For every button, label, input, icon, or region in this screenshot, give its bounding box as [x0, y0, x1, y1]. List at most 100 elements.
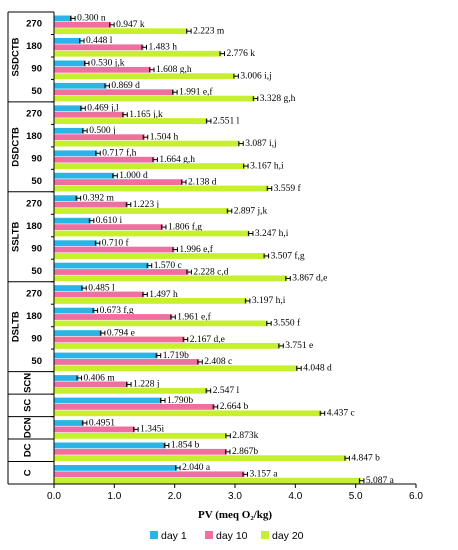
bar-value-label: 0.469 j,l — [87, 104, 119, 114]
error-bar — [358, 478, 365, 484]
bar-value-label: 1.996 e,f — [179, 244, 213, 255]
bar-day-1 — [54, 352, 158, 359]
bar-value-label: 1.570 c — [154, 261, 182, 271]
x-tick-label: 3.0 — [228, 491, 242, 502]
error-bar — [125, 202, 132, 208]
error-bar — [197, 359, 203, 365]
bar-day-1 — [54, 217, 91, 224]
error-bar — [243, 163, 249, 169]
bar-day-1 — [54, 60, 86, 67]
bar-day-1 — [54, 465, 178, 471]
x-tick-label: 5.0 — [349, 491, 363, 502]
bar-value-label: 2.408 c — [204, 357, 232, 367]
bar-value-label: 3.247 h,i — [255, 229, 289, 239]
bar-day-20 — [54, 410, 322, 417]
error-bar — [94, 240, 101, 246]
error-bar — [266, 320, 272, 326]
bar-day-1 — [54, 127, 85, 134]
bar-day-1 — [54, 285, 84, 291]
legend-item: day 20 — [261, 530, 304, 542]
bar-value-label: 2.873k — [232, 431, 258, 441]
bar-value-label: 0.485 l — [88, 283, 115, 293]
bar-value-label: 0.794 e — [107, 328, 135, 338]
error-bar — [163, 443, 170, 448]
bar-value-label: 1.854 b — [171, 441, 200, 451]
bar-day-10 — [54, 448, 227, 455]
bar-value-label: 1.719b — [163, 351, 189, 361]
bar-value-label: 3.867 d,e — [292, 274, 327, 284]
bar-value-label: 2.223 m — [193, 27, 225, 37]
error-bar — [175, 465, 181, 471]
x-tick-label: 0.0 — [47, 491, 61, 502]
x-tick-label: 4.0 — [288, 491, 302, 502]
error-bar — [75, 195, 82, 201]
bar-day-10 — [54, 134, 145, 141]
bar-value-label: 2.551 l — [213, 116, 240, 126]
error-bar — [238, 141, 244, 146]
row-label: 90 — [31, 154, 42, 165]
bar-value-label: 2.867b — [232, 447, 258, 457]
error-bar — [278, 343, 284, 349]
bar-value-label: 0.392 m — [83, 194, 115, 204]
error-bar — [81, 420, 88, 426]
row-label: 180 — [26, 311, 42, 322]
bar-value-label: 1.223 j — [133, 200, 159, 210]
error-bar — [186, 28, 192, 34]
error-bar — [155, 353, 162, 358]
bar-day-20 — [54, 73, 236, 80]
bar-value-label: 2.776 k — [227, 49, 256, 59]
bar-day-20 — [54, 275, 288, 282]
x-tick-label: 6.0 — [409, 491, 423, 502]
bar-value-label: 2.228 c,d — [193, 267, 228, 277]
error-bar — [224, 449, 231, 455]
bar-value-label: 0.530 j,k — [91, 59, 125, 69]
legend-item: day 10 — [205, 530, 248, 542]
bar-day-10 — [54, 224, 163, 230]
bar-day-20 — [54, 320, 269, 327]
error-bar — [205, 118, 212, 124]
row-label: 90 — [31, 64, 42, 75]
row-label: 50 — [31, 176, 42, 187]
error-bar — [172, 89, 178, 95]
bar-day-10 — [54, 179, 183, 185]
legend-label: day 1 — [161, 530, 187, 542]
bar-value-label: 3.507 f,g — [271, 250, 305, 261]
group-label: SCN — [23, 373, 34, 393]
bar-day-1 — [54, 307, 95, 314]
group-label: DC — [23, 443, 34, 457]
legend-swatch — [205, 531, 213, 539]
bar-value-label: 1.345i — [140, 425, 164, 435]
x-axis-label: PV (meq O₂/kg) — [198, 509, 272, 521]
bar-day-1 — [54, 172, 115, 179]
bar-day-10 — [54, 156, 155, 163]
error-bar — [112, 173, 118, 179]
group-label: C — [23, 469, 34, 476]
bar-value-label: 0.300 n — [77, 14, 106, 24]
row-label: 270 — [26, 19, 42, 30]
bar-value-label: 4.048 d — [303, 364, 332, 374]
error-bar — [160, 224, 167, 230]
bar-value-label: 5.087 a — [366, 476, 395, 486]
group-label-layer: 270 180 90 50 270 180 90 50 270 180 90 50 270 180 90 50… — [11, 19, 43, 477]
bar-value-label: 0.500 j — [89, 126, 115, 136]
bar-day-20 — [54, 343, 281, 349]
bar-value-label: 2.138 d — [188, 177, 217, 187]
bar-value-label: 0.869 d — [111, 81, 140, 91]
bar-day-10 — [54, 404, 215, 410]
group-label: SSDCTB — [11, 37, 22, 76]
bar-value-label: 2.547 l — [213, 386, 240, 396]
group-label: DSDCTB — [11, 127, 22, 167]
bar-day-1 — [54, 240, 97, 247]
bar-value-label: 3.751 e — [285, 341, 313, 351]
bar-value-label: 1.497 h — [149, 290, 178, 300]
error-bar — [126, 382, 132, 387]
error-bar — [172, 247, 178, 252]
bar-value-label: 1.000 d — [119, 171, 148, 181]
row-label: 180 — [26, 131, 42, 142]
bar-value-label: 1.228 j — [133, 380, 159, 390]
bar-day-1 — [54, 105, 83, 112]
error-bar — [104, 83, 110, 89]
bar-day-1 — [54, 15, 73, 22]
row-label: 50 — [31, 356, 42, 367]
error-bar — [109, 22, 115, 28]
